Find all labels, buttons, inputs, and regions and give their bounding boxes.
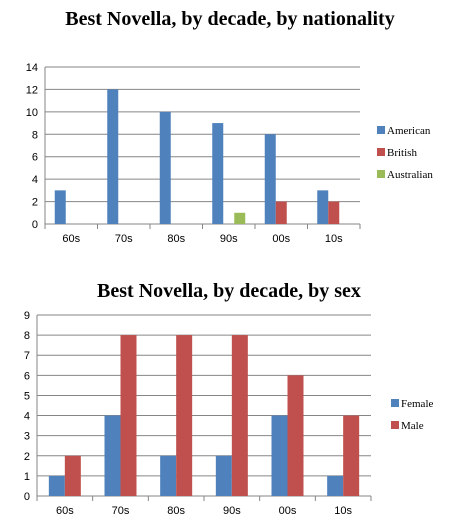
- y-tick-label: 6: [24, 370, 30, 382]
- chart-sex: Best Novella, by decade, by sex 0 1 2 3 4 5 6 7…: [0, 268, 458, 521]
- bar-female: [104, 415, 121, 496]
- legend-swatch: [377, 148, 385, 156]
- x-tick-label: 80s: [167, 505, 185, 517]
- y-tick-label: 8: [32, 129, 38, 141]
- x-tick-label: 90s: [223, 505, 241, 517]
- y-tick-label: 7: [24, 350, 30, 362]
- bar-female: [160, 455, 177, 496]
- bar-american: [317, 190, 329, 224]
- y-tick-label: 12: [26, 84, 38, 96]
- y-tick-label: 1: [24, 471, 30, 483]
- y-tick-label: 0: [24, 491, 30, 503]
- x-tick-label: 70s: [112, 505, 130, 517]
- bar-australian: [234, 212, 246, 224]
- bar-american: [264, 134, 276, 224]
- bar-male: [231, 335, 248, 496]
- y-tick-label: 14: [26, 62, 38, 74]
- x-tick-label: 80s: [167, 233, 185, 245]
- bar-male: [64, 455, 81, 496]
- legend-label: American: [387, 125, 431, 137]
- legend-swatch: [377, 170, 385, 178]
- y-tick-label: 10: [26, 107, 38, 119]
- y-tick-label: 8: [24, 330, 30, 342]
- x-tick-label: 10s: [325, 233, 343, 245]
- x-tick-label: 70s: [115, 233, 133, 245]
- y-tick-label: 9: [24, 310, 30, 322]
- bar-british: [328, 201, 340, 224]
- chart-title: Best Novella, by decade, by nationality: [65, 8, 395, 30]
- y-tick-label: 3: [24, 431, 30, 443]
- y-tick-label: 2: [24, 451, 30, 463]
- bar-male: [176, 335, 193, 496]
- bar-female: [327, 475, 344, 496]
- bar-female: [48, 475, 65, 496]
- chart-svg-sex: 0 1 2 3 4 5 6 7 8 9 60s 70s 80s 90s 00s 10s Female Male: [24, 310, 434, 517]
- bar-male: [343, 415, 360, 496]
- bar-american: [159, 111, 171, 224]
- y-tick-label: 4: [24, 411, 30, 423]
- y-tick-label: 2: [32, 197, 38, 209]
- y-tick-label: 6: [32, 152, 38, 164]
- bar-male: [120, 335, 137, 496]
- x-tick-label: 60s: [62, 233, 80, 245]
- legend-label: Male: [401, 420, 424, 432]
- y-tick-label: 5: [24, 390, 30, 402]
- x-tick-label: 10s: [334, 505, 352, 517]
- y-tick-label: 4: [32, 174, 38, 186]
- legend-swatch: [391, 421, 399, 429]
- legend-label: British: [387, 147, 417, 159]
- x-tick-label: 90s: [220, 233, 238, 245]
- legend-swatch: [391, 399, 399, 407]
- x-tick-label: 00s: [279, 505, 297, 517]
- bar-american: [212, 123, 224, 224]
- bar-female: [271, 415, 288, 496]
- bar-female: [215, 455, 232, 496]
- x-tick-label: 00s: [272, 233, 290, 245]
- legend-swatch: [377, 126, 385, 134]
- legend-label: Female: [401, 398, 433, 410]
- y-tick-label: 0: [32, 219, 38, 231]
- chart-svg-nationality: 0 2 4 6 8 10 12 14 60s 70s 80s 90s 00s 10s American Bri…: [26, 62, 434, 245]
- bar-male: [287, 375, 304, 496]
- chart-nationality: Best Novella, by decade, by nationality …: [26, 8, 434, 245]
- bar-american: [54, 190, 66, 224]
- bar-american: [107, 89, 119, 224]
- bar-british: [275, 201, 287, 224]
- legend-label: Australian: [387, 169, 433, 181]
- x-tick-label: 60s: [56, 505, 74, 517]
- chart-title: Best Novella, by decade, by sex: [97, 280, 361, 302]
